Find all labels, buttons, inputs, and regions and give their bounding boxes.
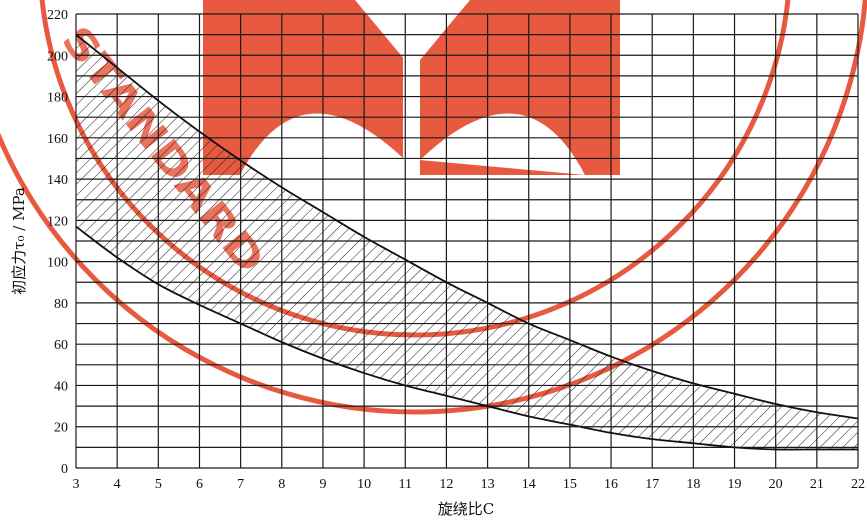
y-tick-label: 140 bbox=[47, 173, 68, 188]
stamp-ring-outer bbox=[0, 0, 867, 415]
x-tick-label: 16 bbox=[604, 477, 618, 492]
y-tick-label: 120 bbox=[47, 214, 68, 229]
x-tick-label: 6 bbox=[196, 477, 203, 492]
x-tick-label: 20 bbox=[769, 477, 783, 492]
x-axis-title: 旋绕比C bbox=[438, 500, 494, 518]
y-tick-label: 40 bbox=[54, 379, 68, 394]
y-tick-label: 60 bbox=[54, 338, 68, 353]
x-tick-label: 14 bbox=[522, 477, 536, 492]
y-axis-title: 初应力τ₀ / MPa bbox=[10, 187, 28, 295]
x-tick-label: 15 bbox=[563, 477, 577, 492]
x-tick-label: 19 bbox=[728, 477, 742, 492]
y-tick-label: 180 bbox=[47, 91, 68, 106]
x-tick-label: 11 bbox=[399, 477, 412, 492]
x-tick-label: 12 bbox=[439, 477, 453, 492]
hatched-region bbox=[76, 34, 858, 450]
y-tick-labels: 0 20 40 60 80 100 120 140 160 180 200 220 bbox=[47, 8, 68, 477]
x-tick-label: 18 bbox=[686, 477, 700, 492]
y-tick-label: 100 bbox=[47, 256, 68, 271]
x-tick-labels: 3 4 5 6 7 8 9 10 11 12 13 14 15 16 17 18 19 20 21 22 bbox=[73, 477, 866, 492]
lower-limit-curve bbox=[76, 225, 858, 451]
x-tick-label: 5 bbox=[155, 477, 162, 492]
y-tick-label: 20 bbox=[54, 421, 68, 436]
x-tick-label: 4 bbox=[114, 477, 121, 492]
stamp-notch-top-right bbox=[420, 0, 470, 60]
x-tick-label: 22 bbox=[851, 477, 865, 492]
x-tick-label: 10 bbox=[357, 477, 371, 492]
x-tick-label: 3 bbox=[73, 477, 80, 492]
shaded-band bbox=[76, 34, 858, 450]
x-tick-label: 13 bbox=[481, 477, 495, 492]
y-tick-label: 220 bbox=[47, 8, 68, 23]
x-tick-label: 7 bbox=[237, 477, 244, 492]
series-lines bbox=[76, 33, 858, 451]
x-tick-label: 8 bbox=[278, 477, 285, 492]
stamp-cutout-right bbox=[420, 113, 585, 175]
y-tick-label: 160 bbox=[47, 132, 68, 147]
y-tick-label: 80 bbox=[54, 297, 68, 312]
y-tick-label: 0 bbox=[61, 462, 68, 477]
x-tick-label: 9 bbox=[319, 477, 326, 492]
x-tick-label: 17 bbox=[645, 477, 659, 492]
upper-limit-curve bbox=[76, 33, 858, 420]
y-tick-label: 200 bbox=[47, 49, 68, 64]
stamp-notch-top bbox=[300, 0, 405, 60]
x-tick-label: 21 bbox=[810, 477, 824, 492]
